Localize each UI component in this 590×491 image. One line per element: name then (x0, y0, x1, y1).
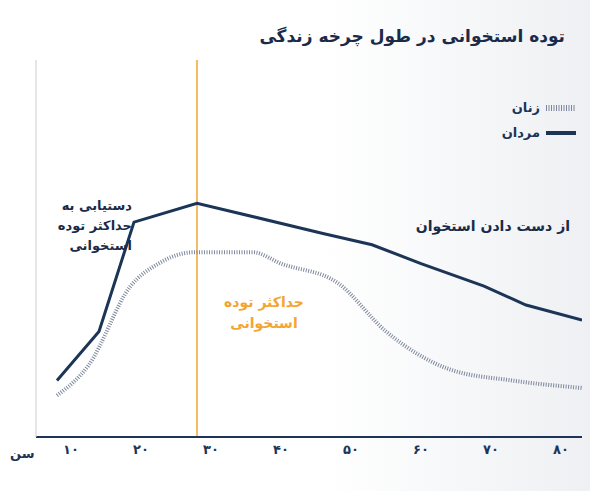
html-text:دستیابی به حداکثر توده استخوان: دستیابی به حداکثر توده استخوانی (57, 198, 132, 253)
svg-text:۳۰: ۳۰ (203, 442, 219, 457)
html-text:مردان: مردان (501, 125, 540, 140)
html-text:سن: سن (10, 446, 35, 461)
html-text:زنان: زنان (511, 100, 540, 115)
svg-text:۱۰: ۱۰ (63, 442, 79, 457)
svg-text:۸۰: ۸۰ (553, 442, 569, 457)
svg-text:۶۰: ۶۰ (413, 442, 429, 457)
svg-text:۲۰: ۲۰ (133, 442, 149, 457)
html-text:حداکثر توده استخوانی: حداکثر توده استخوانی (224, 294, 304, 331)
html-text:توده استخوانی در طول چرخه زندگ: توده استخوانی در طول چرخه زندگی (259, 26, 565, 46)
svg-text:۵۰: ۵۰ (343, 442, 359, 457)
svg-text:۴۰: ۴۰ (273, 442, 289, 457)
html-text:از دست دادن استخوان: از دست دادن استخوان (415, 218, 570, 234)
svg-text:۷۰: ۷۰ (483, 442, 499, 457)
